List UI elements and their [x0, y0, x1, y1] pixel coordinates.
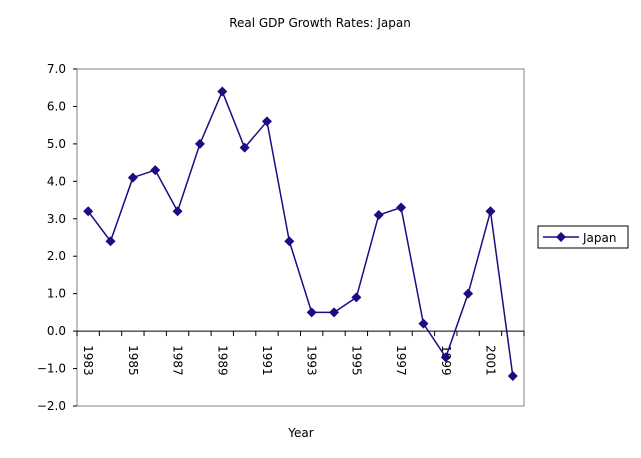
y-axis: −2.0 −1.0 0.0 1.0 2.0 3.0 4.0 5.0 6.0 7.0 [37, 62, 77, 413]
y-tick-label: 2.0 [47, 249, 66, 263]
data-point-1990 [239, 142, 250, 153]
x-tick-label: 1987 [171, 345, 185, 376]
x-tick-label: 1985 [126, 345, 140, 376]
y-tick-label: 0.0 [47, 324, 66, 338]
data-point-2002 [507, 371, 518, 382]
data-point-1988 [194, 138, 205, 149]
data-point-1984 [105, 236, 116, 247]
data-point-1992 [284, 236, 295, 247]
data-point-1994 [329, 307, 340, 318]
data-point-1995 [351, 292, 362, 303]
chart-title: Real GDP Growth Rates: Japan [229, 16, 411, 30]
y-tick-label: 7.0 [47, 62, 66, 76]
legend-label: Japan [582, 231, 616, 245]
legend: Japan [537, 225, 629, 249]
data-point-1983 [83, 206, 94, 217]
y-tick-label: 1.0 [47, 287, 66, 301]
y-tick-label: 3.0 [47, 212, 66, 226]
x-axis: 1983198519871989199119931995199719992001 [76, 330, 525, 376]
data-point-1993 [306, 307, 317, 318]
legend-box [537, 225, 629, 249]
series-japan [83, 86, 518, 382]
data-point-1987 [172, 206, 183, 217]
data-point-1997 [396, 202, 407, 213]
y-tick-label: 6.0 [47, 99, 66, 113]
y-tick-label: 5.0 [47, 137, 66, 151]
x-tick-label: 1989 [215, 345, 229, 376]
y-tick-label: −1.0 [37, 362, 66, 376]
data-point-1985 [127, 172, 138, 183]
y-tick-label: −2.0 [37, 399, 66, 413]
data-point-1996 [373, 210, 384, 221]
plot-area [76, 68, 525, 407]
data-point-1998 [418, 318, 429, 329]
x-tick-label: 1993 [305, 345, 319, 376]
x-tick-label: 1995 [349, 345, 363, 376]
x-tick-label: 1991 [260, 345, 274, 376]
x-tick-label: 1997 [394, 345, 408, 376]
series-line [87, 89, 514, 377]
data-point-1999 [440, 352, 451, 363]
data-point-1989 [217, 86, 228, 97]
x-axis-label: Year [287, 426, 313, 440]
x-tick-label: 1983 [81, 345, 95, 376]
y-tick-label: 4.0 [47, 174, 66, 188]
x-tick-label: 2001 [483, 345, 497, 376]
legend-marker-diamond-icon [556, 232, 566, 242]
data-point-1986 [150, 165, 161, 176]
data-point-1991 [261, 116, 272, 127]
data-point-2000 [463, 288, 474, 299]
data-point-2001 [485, 206, 496, 217]
